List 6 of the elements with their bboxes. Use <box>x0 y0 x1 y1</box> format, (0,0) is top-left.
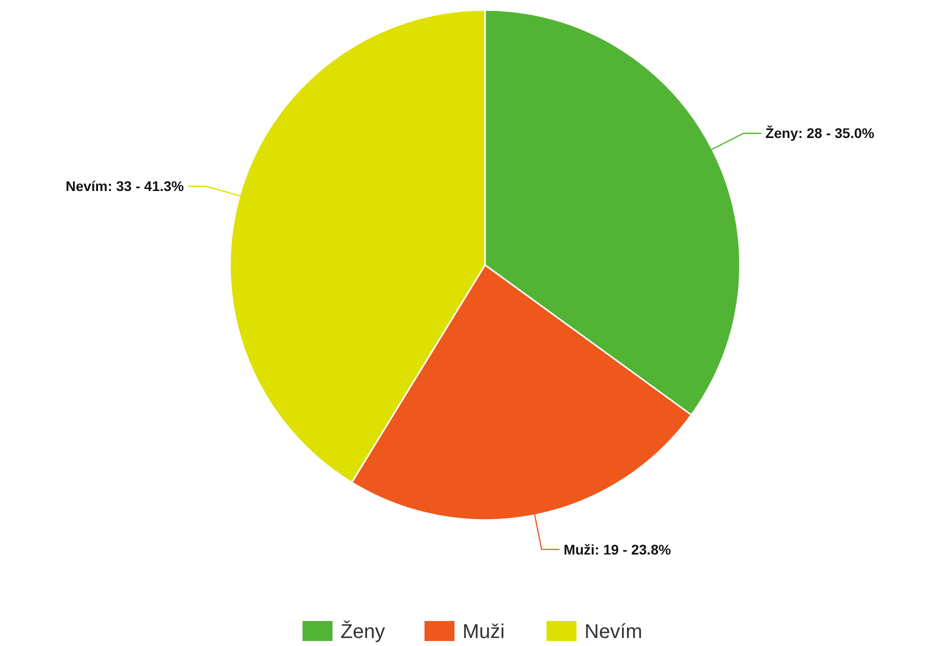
data-label: Ženy: 28 - 35.0% <box>765 125 875 142</box>
data-label: Nevím: 33 - 41.3% <box>66 178 184 194</box>
data-label: Muži: 19 - 23.8% <box>564 541 672 558</box>
legend-label: Ženy <box>340 620 385 643</box>
legend-label: Nevím <box>584 621 642 643</box>
legend-label: Muži <box>462 621 505 643</box>
